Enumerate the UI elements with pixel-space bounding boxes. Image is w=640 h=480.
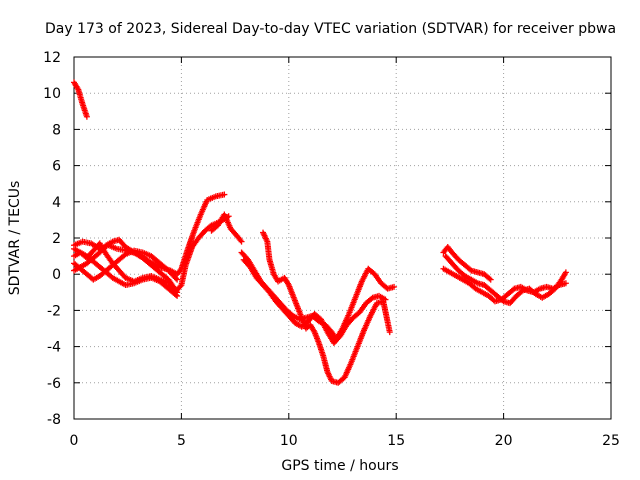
series-s6	[71, 247, 181, 283]
y-tick-label: -2	[47, 303, 61, 319]
y-axis-label: SDTVAR / TECUs	[7, 181, 23, 296]
data-point-marker	[238, 238, 245, 245]
data-point-marker	[174, 292, 181, 299]
data-points	[71, 79, 569, 386]
data-point-marker	[487, 276, 494, 283]
series-s8	[238, 249, 398, 343]
data-point-marker	[172, 291, 179, 298]
data-point-marker	[174, 276, 181, 283]
series-s13	[442, 253, 569, 307]
grid	[74, 57, 611, 419]
series-s11	[440, 244, 494, 283]
x-tick-label: 10	[280, 433, 298, 449]
series-s9	[240, 256, 389, 346]
series-s10	[260, 229, 393, 386]
y-tick-label: -4	[47, 340, 61, 356]
data-point-marker	[207, 223, 214, 230]
x-tick-label: 20	[495, 433, 513, 449]
x-tick-label: 25	[602, 433, 620, 449]
y-tick-label: 8	[52, 122, 61, 138]
series-s5	[71, 245, 181, 299]
chart-title: Day 173 of 2023, Sidereal Day-to-day VTE…	[45, 21, 616, 37]
y-tick-label: 2	[52, 231, 61, 247]
x-tick-label: 0	[70, 433, 79, 449]
y-tick-label: 0	[52, 267, 61, 283]
series-s1	[71, 79, 90, 120]
y-tick-label: -8	[47, 412, 61, 428]
y-ticks: -8 -6 -4 -2 0 2 4 6 8 10 12	[43, 50, 611, 428]
data-point-marker	[486, 275, 493, 282]
data-point-marker	[172, 275, 179, 282]
x-ticks: 0 5 10 15 20 25	[70, 57, 620, 449]
x-tick-label: 15	[387, 433, 405, 449]
y-tick-label: 10	[43, 86, 61, 102]
data-point-marker	[83, 113, 90, 120]
data-point-marker	[221, 191, 228, 198]
y-tick-label: 4	[52, 195, 61, 211]
data-point-marker	[562, 269, 569, 276]
series-s7	[208, 211, 245, 245]
data-point-marker	[386, 329, 393, 336]
x-axis-label: GPS time / hours	[281, 458, 398, 474]
data-point-marker	[391, 283, 398, 290]
y-tick-label: 12	[43, 50, 61, 66]
y-tick-label: -6	[47, 376, 61, 392]
data-point-marker	[121, 252, 128, 259]
y-tick-label: 6	[52, 159, 61, 175]
data-point-marker	[562, 280, 569, 287]
x-tick-label: 5	[177, 433, 186, 449]
